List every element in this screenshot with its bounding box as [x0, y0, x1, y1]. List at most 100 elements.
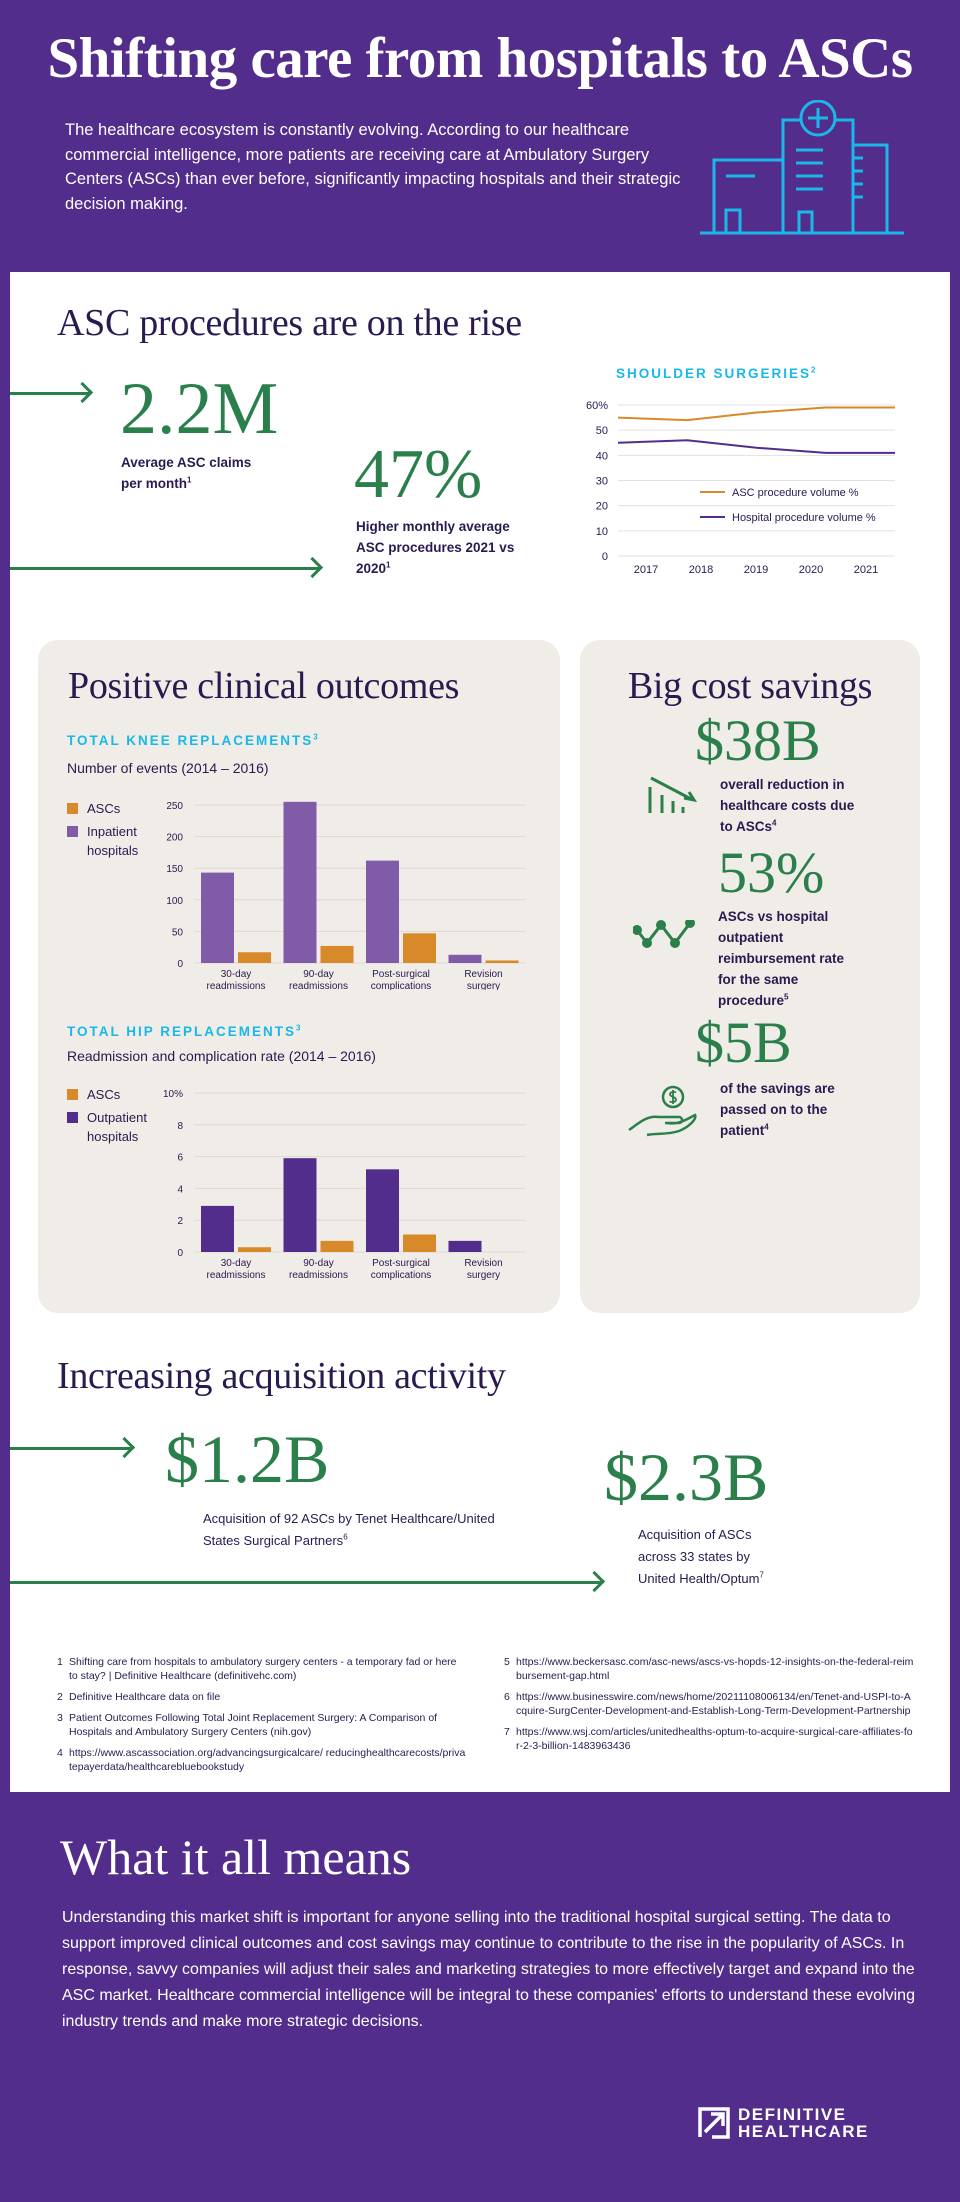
category-label: Post-surgical complications [371, 1258, 432, 1281]
acquisition-value-2: $2.3B [604, 1439, 769, 1515]
bar-hospital [283, 1158, 317, 1252]
legend-swatch [67, 803, 78, 814]
acquisition-caption-1: Acquisition of 92 ASCs by Tenet Healthca… [203, 1511, 495, 1548]
cost-savings-panel [580, 640, 920, 1313]
hip-chart-title: TOTAL HIP REPLACEMENTS3 [67, 1023, 303, 1039]
category-label: Revision surgery [464, 969, 502, 990]
category-label-line: 90-day [303, 969, 334, 980]
bar-hospital [448, 954, 482, 963]
acquisition-caption-2: Acquisition of ASCs across 33 states by … [638, 1527, 764, 1586]
bar-asc [485, 960, 519, 963]
y-tick-label: 8 [177, 1121, 183, 1132]
savings-caption-5b: of the savings are passed on to the pati… [720, 1081, 835, 1138]
category-label-line: Post-surgical [372, 969, 430, 980]
bar-hospital [448, 1240, 482, 1252]
legend-item-ascs: ASCs [67, 1085, 167, 1104]
legend-swatch [67, 1112, 78, 1123]
y-tick-label: 40 [596, 450, 608, 462]
category-label-line: readmissions [289, 1270, 348, 1281]
y-tick-label: 100 [166, 896, 183, 907]
bar-hospital [283, 801, 317, 963]
legend-swatch [67, 1089, 78, 1100]
section-heading-clinical: Positive clinical outcomes [68, 665, 460, 707]
footnote: 1 Shifting care from hospitals to ambulat… [57, 1656, 457, 1682]
bar-hospital [201, 1205, 234, 1252]
category-label-line: 90-day [303, 1258, 334, 1269]
hip-chart-subtitle: Readmission and complication rate (2014 … [67, 1048, 376, 1064]
section-heading-rise: ASC procedures are on the rise [57, 302, 522, 344]
category-label: 30-day readmissions [207, 1258, 266, 1281]
section-heading-savings: Big cost savings [627, 665, 873, 707]
hand-coin-icon [628, 1085, 697, 1137]
footnote: 5 https://www.beckersasc.com/asc-news/asc… [504, 1656, 914, 1682]
stat-growth-value: 47% [354, 436, 483, 513]
series-line-hospital [617, 439, 895, 454]
series-line-asc [617, 406, 895, 422]
x-tick-label: 2018 [689, 564, 713, 576]
category-label-line: Revision [464, 1258, 502, 1269]
category-label-line: Post-surgical [372, 1258, 430, 1269]
savings-value-5b: $5B [695, 1010, 792, 1075]
y-tick-label: 50 [596, 425, 608, 437]
footnote: 2 Definitive Healthcare data on file [57, 1691, 221, 1703]
x-tick-label: 2019 [744, 564, 768, 576]
savings-value-38b: $38B [695, 708, 821, 773]
category-label-line: readmissions [207, 981, 266, 990]
bar-asc [238, 952, 271, 963]
acquisition-value-1: $1.2B [165, 1421, 330, 1497]
y-tick-label: 10% [163, 1089, 183, 1100]
y-tick-label: 6 [177, 1153, 183, 1164]
chart-down-icon [648, 776, 698, 813]
arrow-icon [10, 1447, 132, 1450]
category-label: Post-surgical complications [371, 969, 432, 990]
y-tick-label: 0 [602, 551, 608, 563]
section-heading-acquisition: Increasing acquisition activity [57, 1355, 506, 1397]
hospital-icon [700, 100, 904, 235]
y-tick-label: 0 [177, 959, 183, 970]
footnotes-right: 5 https://www.beckersasc.com/asc-news/asc… [504, 1655, 914, 1760]
category-label-line: readmissions [289, 981, 348, 990]
y-tick-label: 200 [166, 833, 183, 844]
footnote: 3 Patient Outcomes Following Total Joint … [57, 1712, 438, 1738]
logo-arrow-icon [698, 2107, 730, 2139]
y-tick-label: 150 [166, 864, 183, 875]
y-tick-label: 10 [596, 526, 608, 538]
savings-value-53pct: 53% [718, 840, 825, 905]
intro-text: The healthcare ecosystem is constantly e… [65, 121, 681, 213]
arrow-icon [10, 392, 90, 395]
knee-chart-title: TOTAL KNEE REPLACEMENTS3 [67, 732, 320, 748]
knee-legend: ASCs Inpatient hospitals [67, 799, 167, 860]
section-heading-conclusion: What it all means [60, 1829, 412, 1885]
category-label-line: Revision [464, 969, 502, 980]
footnotes-left: 1 Shifting care from hospitals to ambulat… [57, 1655, 467, 1781]
arrow-icon [10, 1581, 602, 1584]
footnote: 4 https://www.ascassociation.org/advancin… [57, 1747, 466, 1773]
category-label-line: readmissions [207, 1270, 266, 1281]
category-label-line: complications [371, 1270, 432, 1281]
footnote: 7 https://www.wsj.com/articles/unitedheal… [504, 1726, 913, 1752]
legend-label: ASC procedure volume % [732, 487, 859, 499]
bar-hospital [366, 860, 399, 963]
logo-text-line1: DEFINITIVE [738, 2105, 847, 2124]
legend-item-inpatient: Inpatient hospitals [67, 822, 167, 860]
footnote: 6 https://www.businesswire.com/news/home/… [504, 1691, 911, 1717]
y-tick-label: 250 [166, 801, 183, 812]
category-label-line: 30-day [221, 969, 252, 980]
shoulder-surgeries-line-chart: 0 10 20 30 40 50 60% 2017 2018 2019 2020 2021 ASC pr… [586, 400, 895, 576]
logo-text-line2: HEALTHCARE [738, 2122, 869, 2141]
category-label: Revision surgery [464, 1258, 502, 1281]
trend-line-icon [633, 920, 695, 948]
legend-item-ascs: ASCs [67, 799, 167, 818]
bar-asc [238, 1247, 271, 1252]
y-tick-label: 60% [586, 400, 608, 412]
legend-item-outpatient: Outpatient hospitals [67, 1108, 167, 1146]
legend-label: Hospital procedure volume % [732, 512, 876, 524]
category-label: 30-day readmissions [207, 969, 266, 990]
category-label: 90-day readmissions [289, 1258, 348, 1281]
stat-claims-value: 2.2M [120, 368, 279, 450]
knee-chart-subtitle: Number of events (2014 – 2016) [67, 760, 269, 776]
y-tick-label: 20 [596, 501, 608, 513]
x-tick-label: 2017 [634, 564, 658, 576]
